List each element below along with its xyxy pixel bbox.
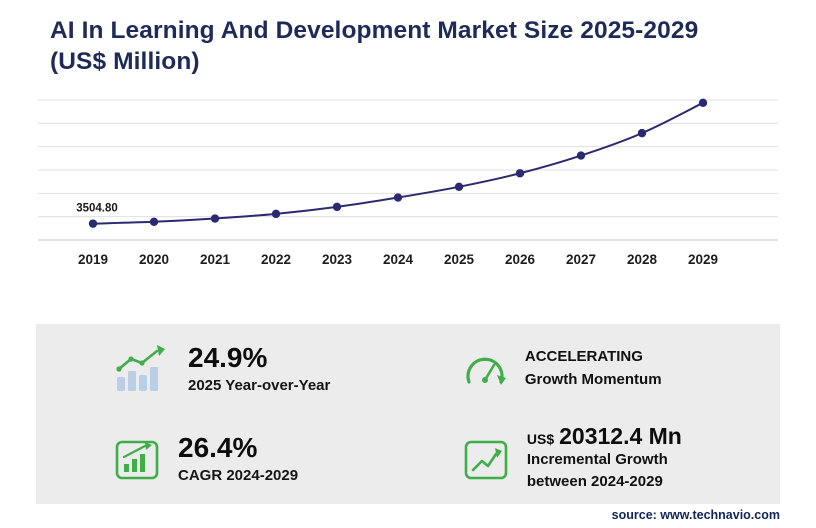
x-axis-label: 2026 [505,252,536,267]
trend-line [92,101,704,225]
data-point-marker [454,182,464,191]
x-axis-label: 2029 [688,252,718,267]
speedometer-icon [463,349,507,389]
x-axis-label: 2021 [200,252,231,267]
momentum-line2: Growth Momentum [524,370,662,388]
data-point-marker [210,214,220,223]
data-point-marker [698,98,708,107]
data-point-marker [271,209,281,218]
data-point-marker [576,151,586,160]
x-axis-label: 2023 [322,252,353,267]
incremental-label-line2: between 2024-2029 [526,473,663,491]
yoy-value: 24.9% [188,342,268,374]
stat-momentum: ACCELERATING Growth Momentum [423,324,780,414]
x-axis-label: 2025 [444,252,475,267]
stat-yoy: 24.9% 2025 Year-over-Year [36,324,423,414]
x-axis-label: 2027 [566,252,596,267]
yoy-label: 2025 Year-over-Year [188,377,331,395]
data-point-marker [149,217,159,226]
incremental-value: 20312.4 Mn [559,422,682,449]
market-size-line-chart: 3504.80 2019 2020 2021 2022 2023 2024 2025 2026 2… [38,98,778,267]
momentum-line1: ACCELERATING [524,348,643,366]
source-attribution: source: www.technavio.com [611,507,780,522]
x-axis-label: 2020 [139,252,169,267]
cagr-label: CAGR 2024-2029 [178,467,299,485]
data-point-marker [393,193,403,202]
x-axis-label: 2028 [627,252,658,267]
stat-incremental: US$ 20312.4 Mn Incremental Growth between… [423,414,780,504]
page-title-line2: (US$ Million) [50,47,200,75]
bar-chart-frame-icon [114,437,160,481]
cagr-value: 26.4% [178,432,258,464]
incremental-currency: US$ [526,430,555,447]
growth-arrow-icon [463,437,509,481]
stat-cagr: 26.4% CAGR 2024-2029 [36,414,423,504]
stats-panel: 24.9% 2025 Year-over-Year ACCELERATING G… [36,323,780,504]
page-title: AI In Learning And Development Market Si… [0,16,816,78]
x-axis-label: 2022 [261,252,291,267]
bar-chart-up-icon [114,344,170,393]
x-axis-label: 2024 [383,252,414,267]
data-point-marker [88,219,98,228]
data-point-marker [637,128,647,138]
data-point-marker [515,168,525,178]
incremental-value-row: US$ 20312.4 Mn [527,424,682,449]
page-title-line1: AI In Learning And Development Market Si… [50,17,699,44]
first-point-label: 3504.80 [76,202,118,214]
data-point-marker [332,202,342,211]
incremental-label-line1: Incremental Growth [526,450,668,468]
x-axis-label: 2019 [78,252,108,267]
